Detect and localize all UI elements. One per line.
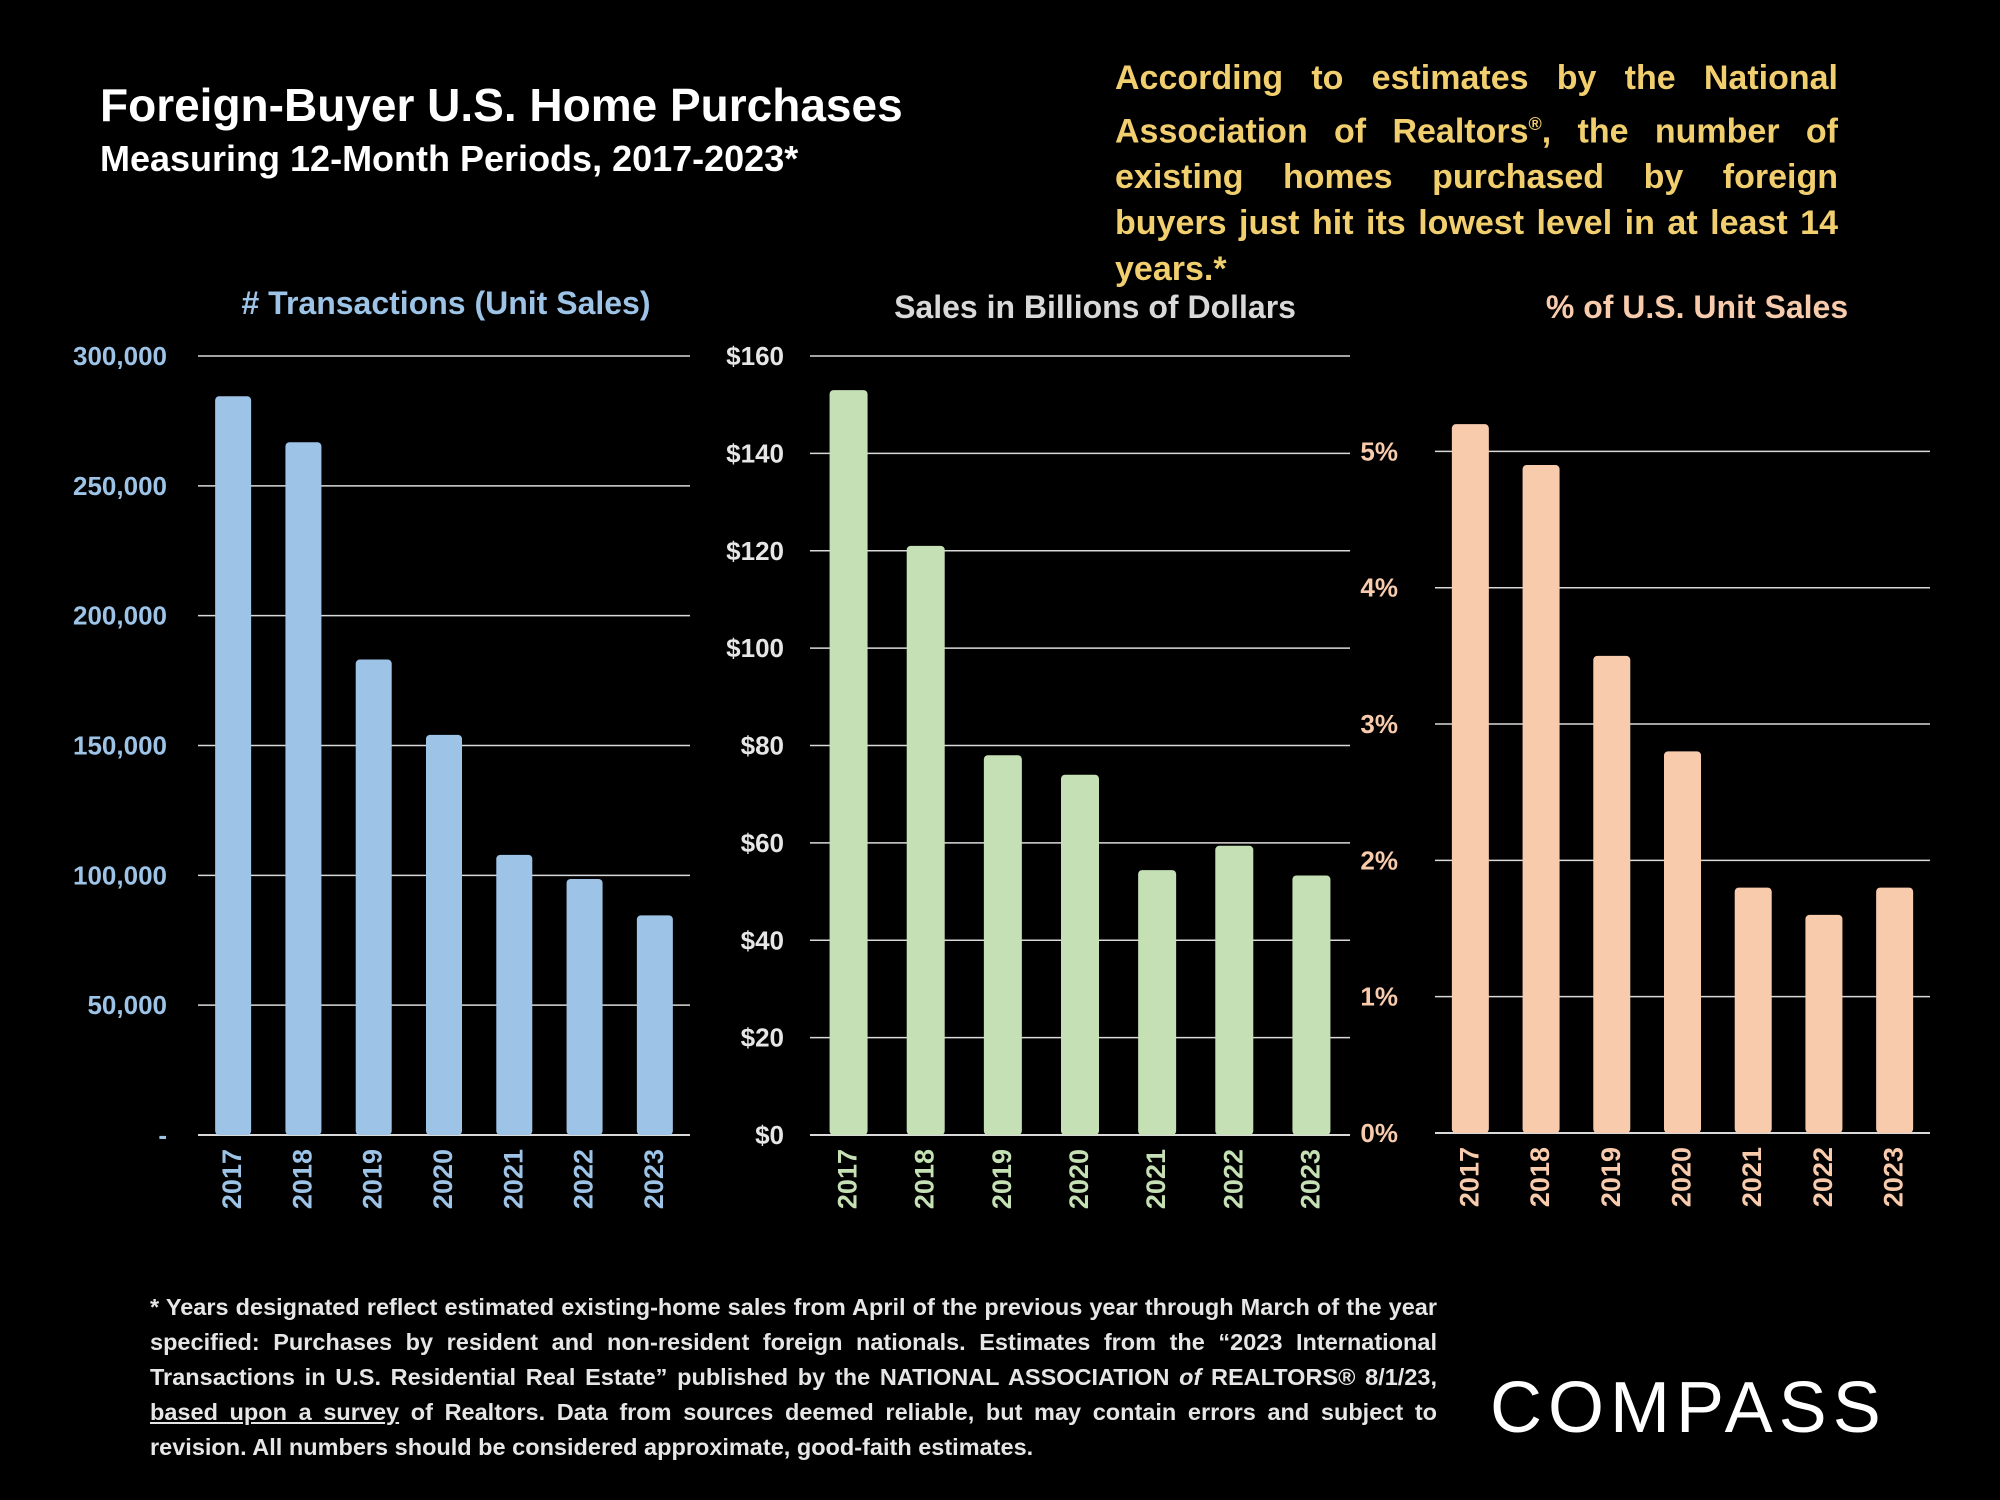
dollars-x-tick-label: 2021 bbox=[1141, 1149, 1171, 1209]
percent-x-tick-label: 2023 bbox=[1879, 1147, 1909, 1207]
percent-bar bbox=[1805, 914, 1843, 1133]
percent-y-tick-label: 0% bbox=[1360, 1118, 1398, 1148]
dollars-bar bbox=[906, 545, 945, 1135]
transactions-y-tick-label: 100,000 bbox=[73, 860, 167, 890]
transactions-x-tick-label: 2019 bbox=[358, 1149, 388, 1209]
transactions-y-tick-label: 200,000 bbox=[73, 601, 167, 631]
transactions-bar bbox=[285, 442, 322, 1135]
percent-chart-title: % of U.S. Unit Sales bbox=[1546, 289, 1848, 325]
dollars-bar bbox=[1215, 845, 1254, 1135]
transactions-x-tick-label: 2020 bbox=[428, 1149, 458, 1209]
transactions-bar bbox=[636, 915, 673, 1135]
percent-bar bbox=[1734, 887, 1772, 1133]
percent-x-tick-label: 2021 bbox=[1737, 1147, 1767, 1207]
dollars-y-tick-label: $140 bbox=[726, 438, 784, 468]
transactions-x-tick-label: 2017 bbox=[217, 1149, 247, 1209]
transactions-x-tick-label: 2018 bbox=[287, 1149, 317, 1209]
transactions-bar bbox=[496, 854, 533, 1135]
dollars-y-tick-label: $100 bbox=[726, 633, 784, 663]
percent-x-tick-label: 2020 bbox=[1667, 1147, 1697, 1207]
transactions-y-tick-label: 50,000 bbox=[87, 990, 167, 1020]
percent-bar bbox=[1664, 751, 1701, 1133]
transactions-bar bbox=[215, 396, 252, 1136]
percent-y-tick-label: 1% bbox=[1360, 982, 1398, 1012]
compass-logo: COMPASS bbox=[1490, 1368, 1887, 1448]
dollars-y-tick-label: $60 bbox=[741, 828, 784, 858]
dollars-x-tick-label: 2023 bbox=[1295, 1149, 1325, 1209]
dollars-x-tick-label: 2017 bbox=[833, 1149, 863, 1209]
charts-area: # Transactions (Unit Sales) - 50,000 100,00… bbox=[73, 285, 1930, 1209]
percent-x-tick-label: 2018 bbox=[1525, 1147, 1555, 1207]
transactions-y-tick-label: 250,000 bbox=[73, 471, 167, 501]
percent-bar bbox=[1593, 655, 1631, 1133]
footnote-part-2: REALTORS® 8/1/23, bbox=[1201, 1364, 1437, 1390]
dollars-x-tick-label: 2022 bbox=[1218, 1149, 1248, 1209]
dollars-y-tick-label: $20 bbox=[741, 1023, 784, 1053]
dollars-x-tick-label: 2018 bbox=[910, 1149, 940, 1209]
dollars-y-tick-label: $120 bbox=[726, 536, 784, 566]
transactions-x-tick-label: 2021 bbox=[498, 1149, 528, 1209]
dollars-y-tick-label: $0 bbox=[755, 1120, 784, 1150]
compass-logo-text: COMPASS bbox=[1490, 1368, 1887, 1448]
transactions-y-tick-label: 300,000 bbox=[73, 341, 167, 371]
dollars-x-tick-label: 2020 bbox=[1064, 1149, 1094, 1209]
dollars-bar bbox=[983, 755, 1022, 1135]
transactions-bar bbox=[566, 878, 603, 1135]
transactions-y-tick-label: 150,000 bbox=[73, 731, 167, 761]
transactions-bar bbox=[355, 659, 392, 1135]
percent-x-tick-label: 2019 bbox=[1596, 1147, 1626, 1207]
dollars-y-tick-label: $80 bbox=[741, 731, 784, 761]
footnote: * Years designated reflect estimated exi… bbox=[150, 1290, 1437, 1465]
percent-x-tick-label: 2017 bbox=[1454, 1147, 1484, 1207]
percent-y-tick-label: 3% bbox=[1360, 709, 1398, 739]
percent-bar bbox=[1876, 887, 1914, 1133]
dollars-x-tick-label: 2019 bbox=[987, 1149, 1017, 1209]
dollars-chart-title: Sales in Billions of Dollars bbox=[894, 289, 1296, 325]
footnote-part-3: of Realtors. Data from sources deemed re… bbox=[150, 1399, 1437, 1460]
percent-y-tick-label: 2% bbox=[1360, 845, 1398, 875]
percent-y-tick-label: 5% bbox=[1360, 436, 1398, 466]
percent-y-tick-label: 4% bbox=[1360, 573, 1398, 603]
footnote-part-1: * Years designated reflect estimated exi… bbox=[150, 1294, 1437, 1390]
callout-text-part-1: According to estimates by the National A… bbox=[1115, 59, 1838, 151]
callout-text: According to estimates by the National A… bbox=[1115, 55, 1838, 292]
transactions-bar bbox=[426, 734, 462, 1135]
dollars-y-tick-label: $160 bbox=[726, 341, 784, 371]
footnote-underlined: based upon a survey bbox=[150, 1399, 400, 1425]
dollars-y-tick-label: $40 bbox=[741, 925, 784, 955]
percent-bar bbox=[1451, 424, 1489, 1133]
dollars-bar bbox=[829, 390, 868, 1135]
dollars-bar bbox=[1138, 870, 1177, 1135]
transactions-y-tick-label: - bbox=[158, 1120, 167, 1150]
page-title: Foreign-Buyer U.S. Home Purchases bbox=[100, 79, 903, 131]
dollars-bar bbox=[1061, 774, 1099, 1135]
percent-bar bbox=[1522, 465, 1560, 1134]
transactions-x-tick-label: 2022 bbox=[569, 1149, 599, 1209]
percent-x-tick-label: 2022 bbox=[1808, 1147, 1838, 1207]
registered-mark: ® bbox=[1528, 114, 1542, 134]
page-subtitle: Measuring 12-Month Periods, 2017-2023* bbox=[100, 138, 799, 179]
transactions-x-tick-label: 2023 bbox=[639, 1149, 669, 1209]
footnote-italic: of bbox=[1179, 1364, 1202, 1390]
transactions-chart-title: # Transactions (Unit Sales) bbox=[241, 285, 650, 321]
dollars-bar bbox=[1292, 875, 1331, 1135]
callout-text-part-2: , the number of existing homes purchased… bbox=[1115, 112, 1838, 289]
